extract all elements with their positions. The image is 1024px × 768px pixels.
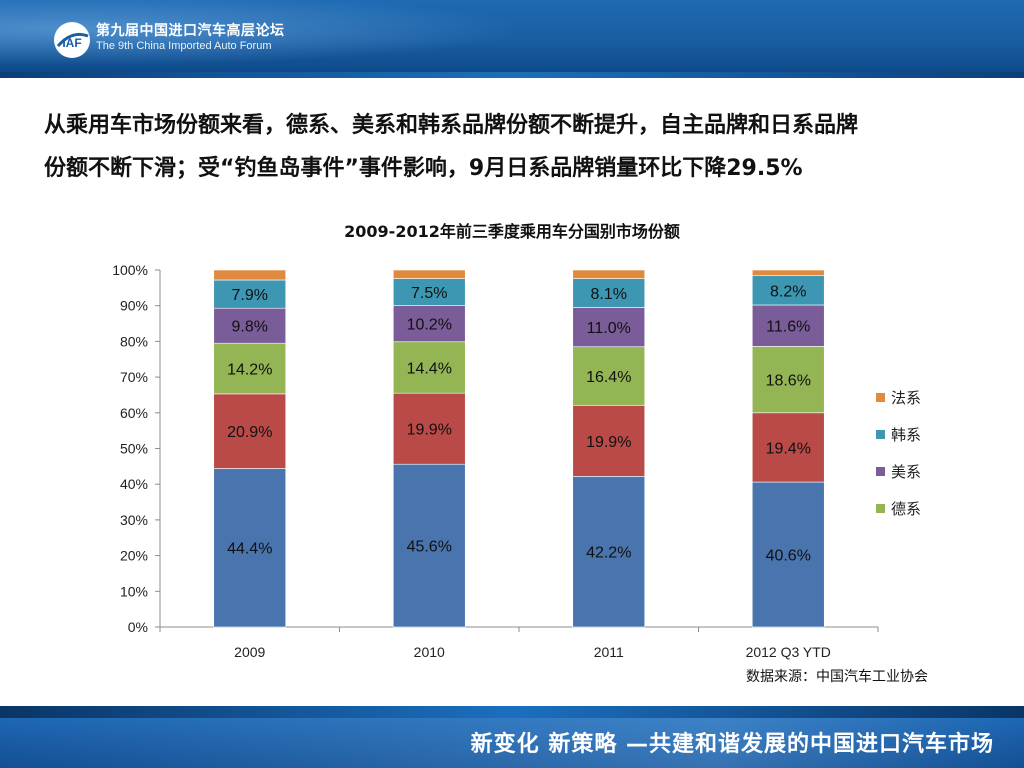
bar-segment	[572, 269, 646, 279]
forum-title-cn: 第九届中国进口汽车高层论坛	[96, 23, 285, 39]
forum-logo: IAF	[54, 22, 90, 58]
bar-segment	[751, 412, 825, 483]
data-label: 10.2%	[407, 317, 452, 334]
y-tick-label: 10%	[120, 583, 148, 599]
bar-segment	[572, 346, 646, 406]
bar-segment	[213, 342, 287, 395]
header-banner: IAF 第九届中国进口汽车高层论坛 The 9th China Imported…	[0, 0, 1024, 72]
legend-label: 韩系	[891, 426, 921, 444]
bar-segment	[392, 341, 466, 394]
data-label: 11.6%	[766, 319, 810, 336]
y-tick-label: 0%	[128, 619, 148, 635]
bar-segment	[213, 393, 287, 469]
data-label: 19.9%	[407, 422, 452, 439]
logo-text: IAF	[62, 36, 81, 50]
footer-stripe	[0, 706, 1024, 718]
header-glow	[0, 0, 600, 72]
x-tick-label: 2009	[234, 644, 265, 660]
headline-line-2: 份额不断下滑；受“钓鱼岛事件”事件影响，9月日系品牌销量环比下降29.5%	[44, 156, 803, 181]
data-label: 45.6%	[407, 539, 452, 556]
bar-segment	[751, 269, 825, 277]
x-tick-label: 2012 Q3 YTD	[746, 644, 831, 660]
bar-segment	[392, 269, 466, 279]
header-stripe	[0, 72, 1024, 78]
source-note: 数据来源：中国汽车工业协会	[746, 669, 928, 685]
y-tick-label: 60%	[120, 405, 148, 421]
data-label: 42.2%	[586, 545, 631, 562]
footer-slogan: 新变化 新策略 —共建和谐发展的中国进口汽车市场	[470, 732, 994, 757]
data-label: 14.4%	[407, 360, 452, 377]
bar-segment	[572, 278, 646, 308]
data-label: 8.1%	[591, 286, 627, 303]
bar-segment	[213, 468, 287, 628]
footer-banner: 新变化 新策略 —共建和谐发展的中国进口汽车市场	[0, 718, 1024, 768]
y-tick-label: 20%	[120, 548, 148, 564]
bar-segment	[392, 392, 466, 465]
chart-title: 2009-2012年前三季度乘用车分国别市场份额	[344, 222, 680, 241]
bar-segment	[213, 307, 287, 344]
bar-segment	[392, 278, 466, 306]
data-label: 9.8%	[232, 319, 268, 336]
legend-label: 法系	[891, 389, 921, 407]
bar-segment	[392, 305, 466, 343]
forum-title-en: The 9th China Imported Auto Forum	[96, 40, 272, 52]
x-tick-label: 2011	[594, 644, 624, 660]
headline: 从乘用车市场份额来看，德系、美系和韩系品牌份额不断提升，自主品牌和日系品牌 份额…	[44, 104, 1004, 190]
bar-segment	[751, 275, 825, 306]
y-tick-label: 100%	[112, 262, 148, 278]
x-tick-label: 2010	[414, 644, 445, 660]
footer-glow	[0, 718, 1024, 768]
data-label: 44.4%	[227, 541, 272, 558]
legend-label: 美系	[891, 463, 921, 481]
bar-segment	[572, 476, 646, 628]
data-label: 7.5%	[411, 285, 447, 302]
data-label: 19.4%	[766, 440, 811, 457]
bar-segment	[751, 481, 825, 628]
y-tick-label: 80%	[120, 333, 148, 349]
y-tick-label: 70%	[120, 369, 148, 385]
legend-swatch	[876, 467, 885, 476]
legend-swatch	[876, 504, 885, 513]
stacked-bar-chart: 0% 10% 20% 30% 40% 50% 60% 70% 80% 90% 100% 44.4% 20…	[112, 262, 921, 660]
legend-swatch	[876, 393, 885, 402]
bar-segment	[572, 405, 646, 477]
legend-swatch	[876, 430, 885, 439]
headline-line-1: 从乘用车市场份额来看，德系、美系和韩系品牌份额不断提升，自主品牌和日系品牌	[44, 113, 859, 138]
data-label: 14.2%	[227, 362, 272, 379]
data-label: 16.4%	[586, 369, 631, 386]
plot-area: 0% 10% 20% 30% 40% 50% 60% 70% 80% 90% 100% 44.4% 20…	[112, 262, 921, 660]
bar-segment	[213, 269, 287, 281]
y-tick-label: 50%	[120, 441, 148, 457]
data-label: 20.9%	[227, 424, 272, 441]
y-tick-label: 90%	[120, 298, 148, 314]
bar-segment	[392, 463, 466, 628]
data-label: 18.6%	[766, 373, 811, 390]
y-tick-label: 40%	[120, 476, 148, 492]
data-label: 19.9%	[586, 434, 631, 451]
data-label: 7.9%	[232, 287, 268, 304]
legend-label: 德系	[891, 500, 921, 518]
bar-segment	[572, 307, 646, 348]
data-label: 8.2%	[770, 283, 806, 300]
bar-segment	[213, 279, 287, 309]
bar-segment	[751, 346, 825, 414]
data-label: 40.6%	[766, 548, 811, 565]
bar-segment	[751, 304, 825, 347]
data-label: 11.0%	[587, 320, 631, 337]
y-tick-label: 30%	[120, 512, 148, 528]
